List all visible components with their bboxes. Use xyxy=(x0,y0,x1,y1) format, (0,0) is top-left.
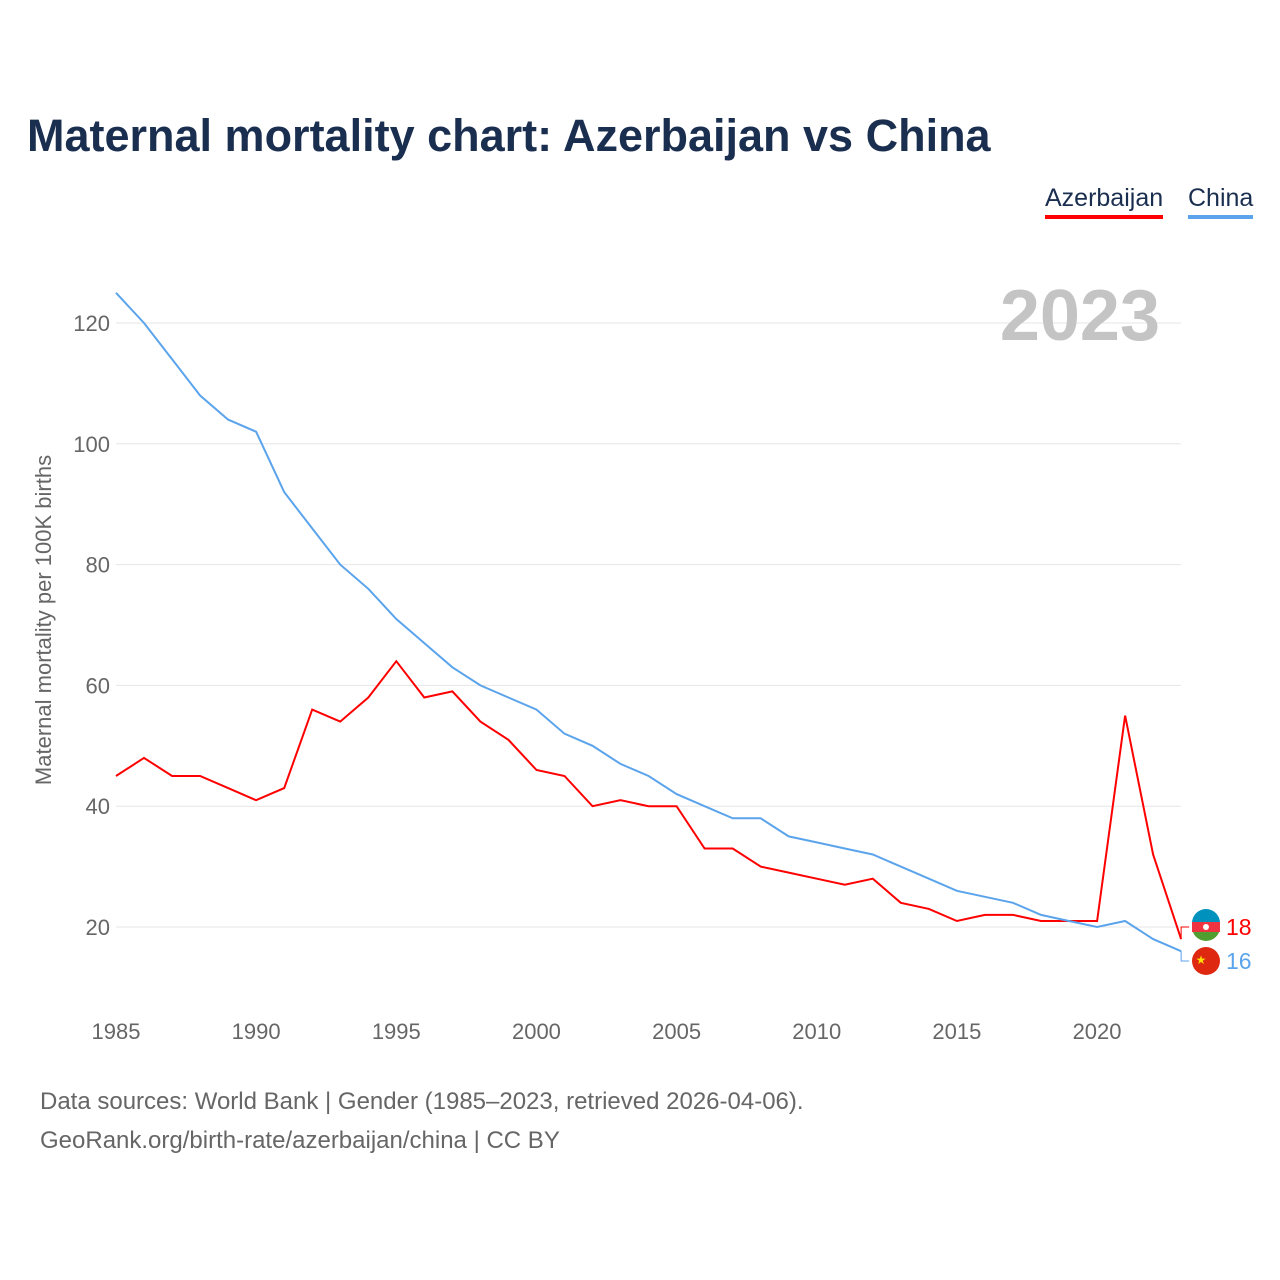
y-tick-label: 20 xyxy=(86,915,110,940)
series-line-azerbaijan xyxy=(115,659,1183,940)
end-value-label: 18 xyxy=(1226,914,1252,940)
year-label: 2023 xyxy=(1000,276,1160,356)
y-tick-label: 80 xyxy=(86,553,110,578)
y-axis-label: Maternal mortality per 100K births xyxy=(31,455,56,785)
x-tick-label: 2005 xyxy=(652,1019,701,1044)
y-tick-label: 100 xyxy=(73,432,110,457)
flag-stripe xyxy=(1192,909,1220,923)
series-line-china xyxy=(115,292,1182,953)
flag-star: ★ xyxy=(1196,953,1207,967)
end-connector xyxy=(1180,951,1190,962)
x-tick-label: 1995 xyxy=(372,1019,421,1044)
x-tick-label: 2020 xyxy=(1073,1019,1122,1044)
flag-china-icon xyxy=(1192,947,1220,975)
y-tick-label: 120 xyxy=(73,311,110,336)
x-tick-label: 2000 xyxy=(512,1019,561,1044)
flag-crescent xyxy=(1203,924,1209,930)
x-tick-label: 1990 xyxy=(232,1019,281,1044)
x-tick-label: 2010 xyxy=(792,1019,841,1044)
footer-sources: Data sources: World Bank | Gender (1985–… xyxy=(40,1088,804,1115)
x-tick-label: 2015 xyxy=(932,1019,981,1044)
chart-title: Maternal mortality chart: Azerbaijan vs … xyxy=(27,110,991,161)
legend-china[interactable]: China xyxy=(1188,184,1254,219)
y-tick-label: 60 xyxy=(86,673,110,698)
legend-azerbaijan[interactable]: Azerbaijan xyxy=(1045,184,1164,219)
y-tick-label: 40 xyxy=(86,794,110,819)
end-value-label: 16 xyxy=(1226,948,1252,974)
footer-credit: GeoRank.org/birth-rate/azerbaijan/china … xyxy=(40,1127,560,1154)
end-connector xyxy=(1180,926,1190,940)
x-tick-label: 1985 xyxy=(92,1019,141,1044)
